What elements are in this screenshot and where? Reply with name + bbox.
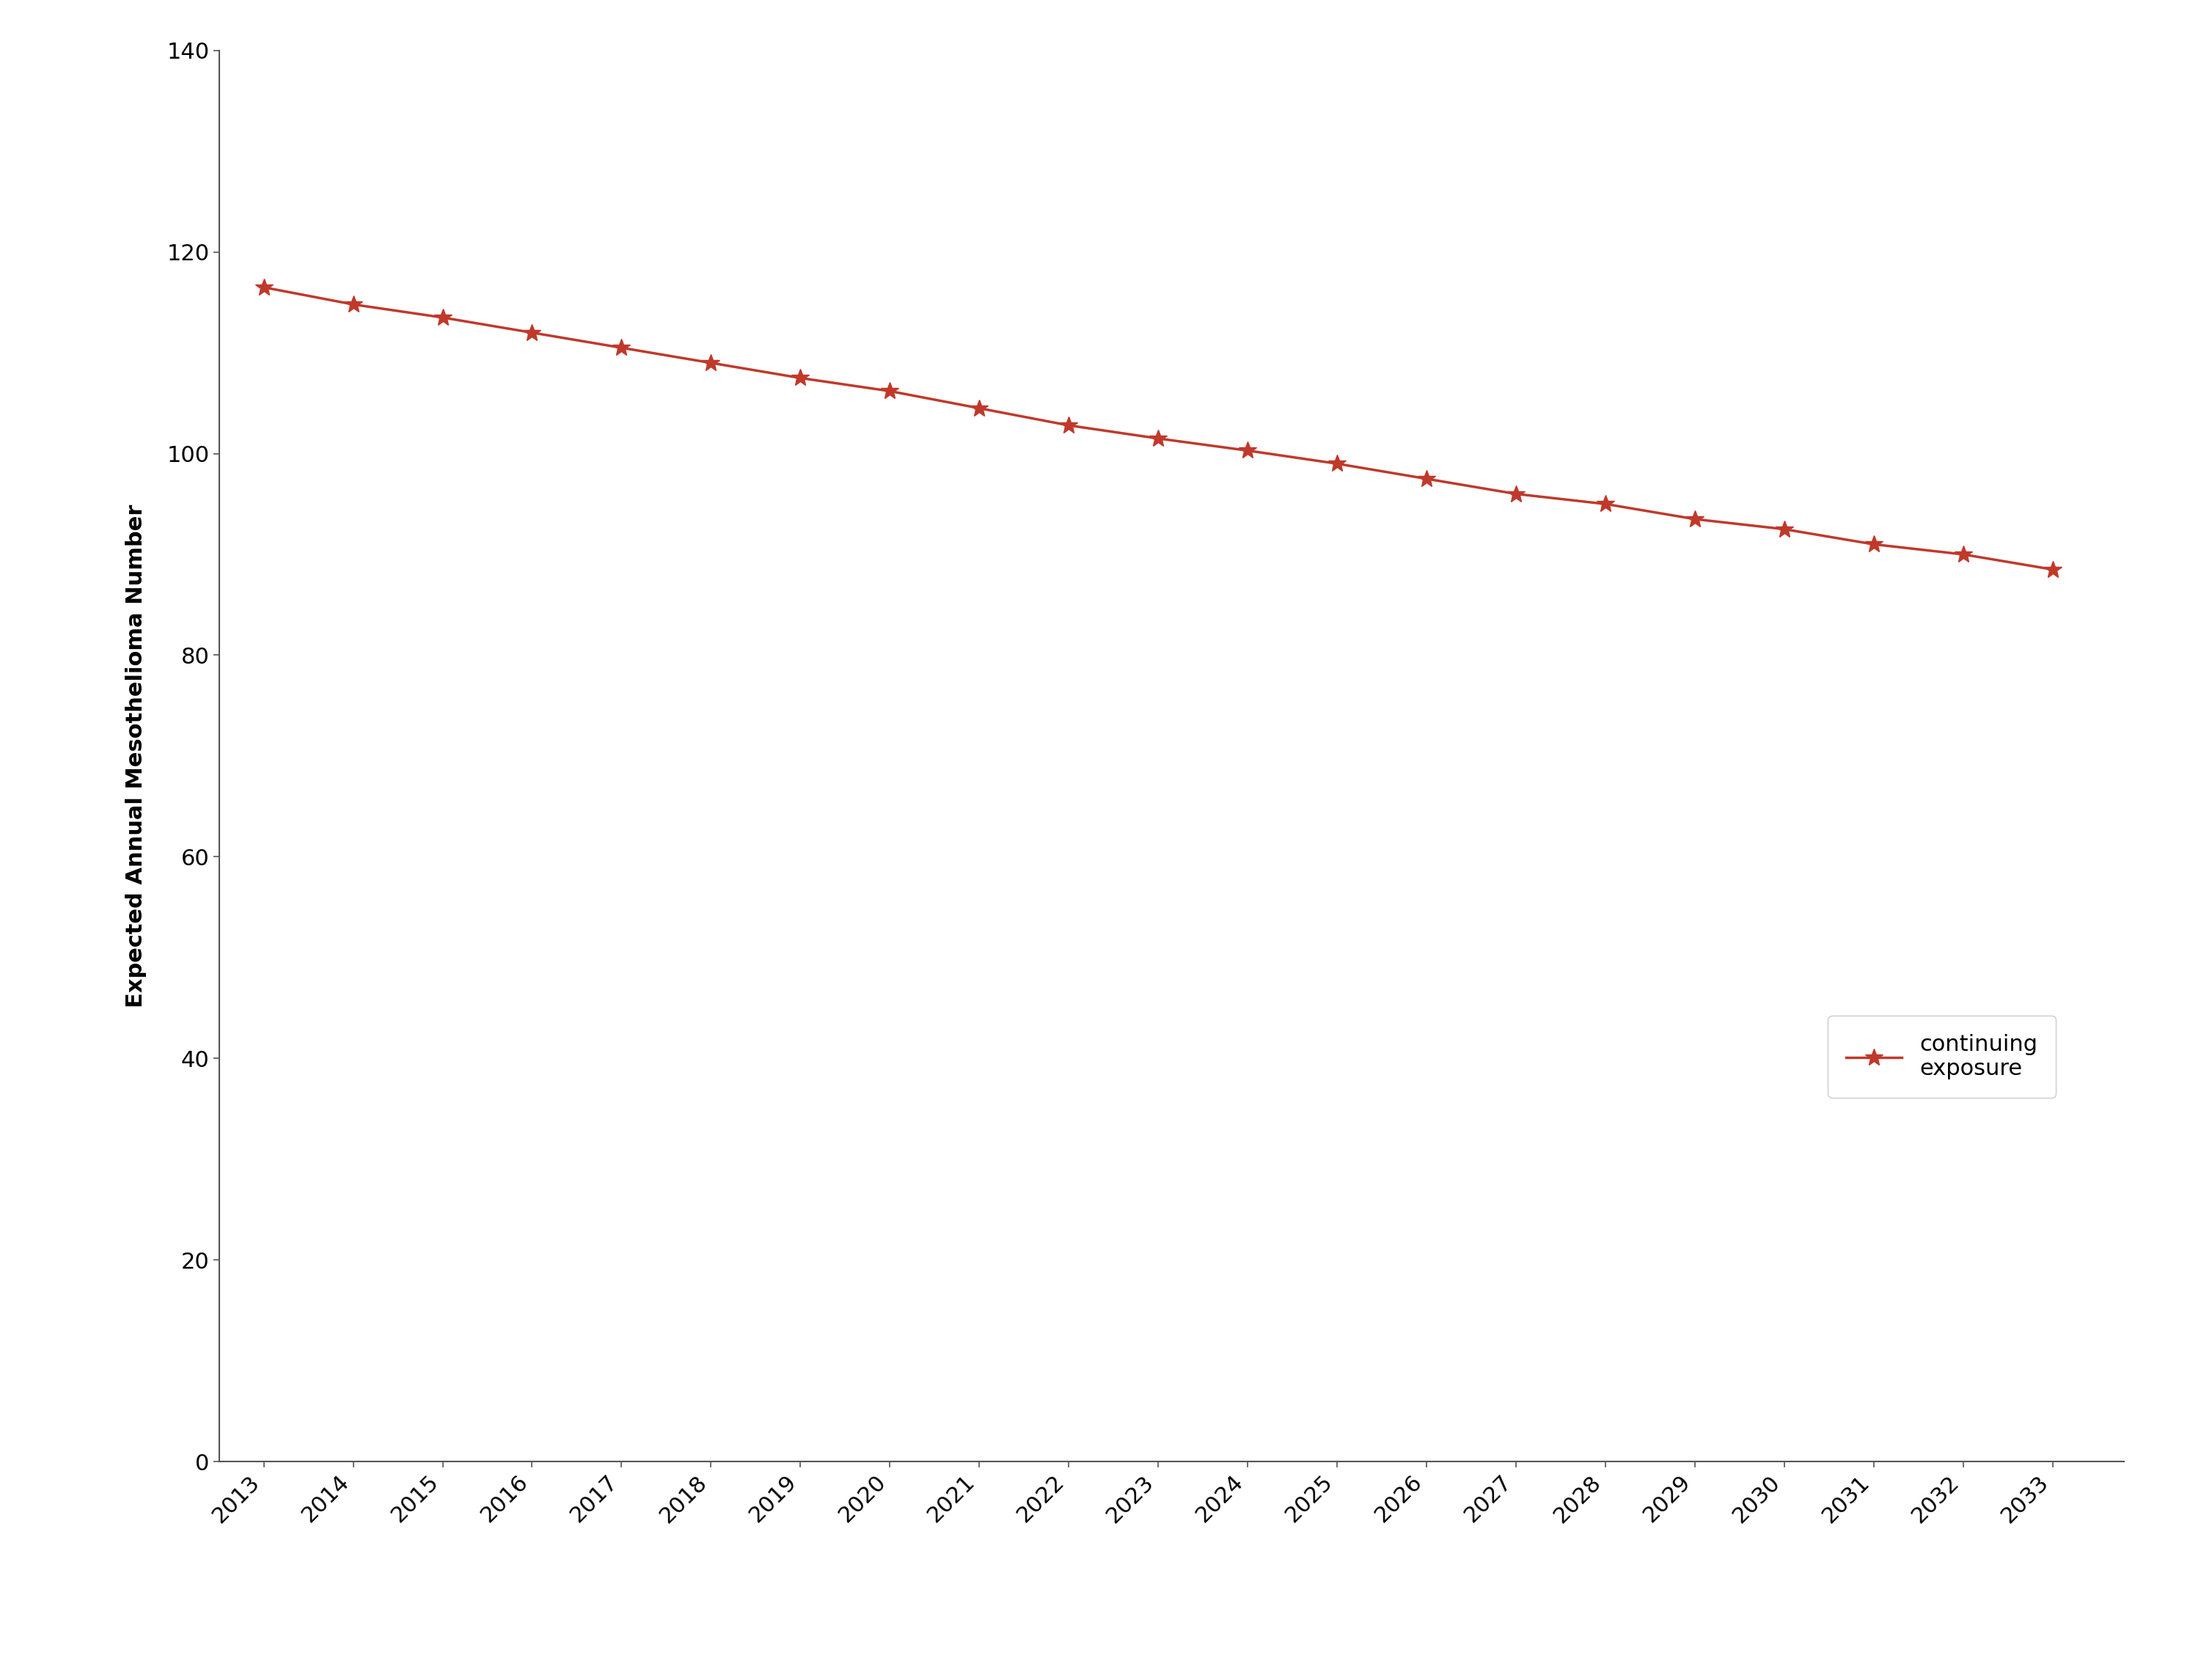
continuing
exposure	[1325, 454, 1351, 474]
continuing
exposure	[1772, 519, 1798, 539]
continuing
exposure	[609, 338, 635, 358]
continuing
exposure	[339, 294, 366, 314]
Line: continuing
exposure: continuing exposure	[254, 279, 2063, 578]
continuing
exposure	[1145, 428, 1172, 449]
continuing
exposure	[1235, 440, 1261, 460]
continuing
exposure	[519, 323, 545, 343]
Legend: continuing
exposure: continuing exposure	[1829, 1016, 2056, 1097]
continuing
exposure	[1413, 469, 1439, 489]
continuing
exposure	[699, 353, 725, 373]
continuing
exposure	[1502, 484, 1529, 504]
continuing
exposure	[1949, 544, 1975, 564]
continuing
exposure	[1862, 534, 1888, 554]
continuing
exposure	[1682, 509, 1708, 529]
continuing
exposure	[250, 277, 276, 297]
continuing
exposure	[429, 307, 456, 328]
continuing
exposure	[1592, 494, 1618, 514]
continuing
exposure	[966, 398, 992, 418]
Y-axis label: Expected Annual Mesothelioma Number: Expected Annual Mesothelioma Number	[125, 504, 147, 1008]
continuing
exposure	[2039, 559, 2065, 580]
continuing
exposure	[876, 381, 902, 402]
continuing
exposure	[786, 368, 812, 388]
continuing
exposure	[1056, 415, 1082, 435]
